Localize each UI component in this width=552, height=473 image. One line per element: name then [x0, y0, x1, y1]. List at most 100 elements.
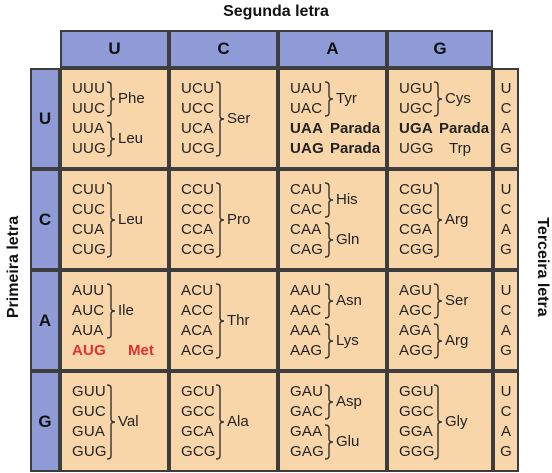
third-letter-g: G: [500, 139, 512, 157]
codon-cell-ag: AGU AGC AGA AGG Ser Arg: [387, 270, 493, 371]
second-letter-header-a: A: [278, 30, 387, 68]
bracket-phe: [106, 81, 116, 117]
amino-acid-gly: Gly: [445, 413, 468, 430]
bracket-asp: [324, 384, 334, 420]
bracket-leu: [106, 182, 116, 258]
codon-ugg: UGG: [399, 140, 434, 157]
codon-gac: GAC: [290, 403, 324, 420]
codon-aug: AUG: [72, 342, 106, 359]
codon-ccc: CCC: [181, 201, 215, 218]
third-letter-u: U: [500, 281, 512, 299]
bracket-arg: [433, 182, 443, 258]
codon-uuc: UUC: [72, 100, 106, 117]
bracket-lys: [324, 323, 334, 359]
codon-aca: ACA: [181, 322, 213, 339]
codon-ggg: GGG: [399, 443, 435, 460]
bracket-glu: [324, 424, 334, 460]
amino-acid-thr: Thr: [227, 312, 250, 329]
third-letter-a: A: [500, 220, 511, 238]
bracket-path: [215, 283, 225, 359]
third-letter-c: C: [500, 402, 512, 420]
codon-ucg: UCG: [181, 140, 215, 157]
amino-acid-ser: Ser: [445, 292, 469, 309]
amino-acid-leu: Leu: [118, 211, 144, 228]
bracket-thr: [215, 283, 225, 359]
second-letter-header-c: C: [169, 30, 278, 68]
codon-guc: GUC: [72, 403, 106, 420]
codon-auc: AUC: [72, 302, 105, 319]
bracket-path: [106, 283, 116, 339]
codon-cga: CGA: [399, 221, 433, 238]
bracket-ser: [433, 283, 443, 319]
codon-aau: AAU: [290, 282, 322, 299]
codon-uua: UUA: [72, 120, 105, 137]
codon-gga: GGA: [399, 423, 433, 440]
bracket-path: [215, 182, 225, 258]
third-letter-c: C: [500, 99, 512, 117]
codon-gug: GUG: [72, 443, 107, 460]
codon-aac: AAC: [290, 302, 322, 319]
amino-acid-his: His: [336, 191, 358, 208]
codon-agc: AGC: [399, 302, 433, 319]
codon-ugu: UGU: [399, 80, 433, 97]
codon-cag: CAG: [290, 241, 324, 258]
codon-cell-cc: CCU CCC CCA CCG Pro: [169, 169, 278, 270]
third-letter-c: C: [500, 301, 512, 319]
codon-cell-gg: GGU GGC GGA GGG Gly: [387, 371, 493, 472]
amino-acid-tyr: Tyr: [336, 90, 357, 107]
first-letter-label: Primeira letra: [5, 215, 22, 319]
codon-cell-cu: CUU CUC CUA CUG Leu: [60, 169, 169, 270]
bracket-cys: [433, 81, 443, 117]
bracket-path: [215, 81, 225, 157]
bracket-ala: [215, 384, 225, 460]
bracket-path: [106, 121, 116, 157]
codon-cell-uu: UUU UUC UUA UUG Phe Leu: [60, 68, 169, 169]
bracket-path: [215, 384, 225, 460]
codon-gaa: GAA: [290, 423, 323, 440]
codon-cua: CUA: [72, 221, 105, 238]
first-letter-header-a: A: [30, 270, 60, 371]
codon-aga: AGA: [399, 322, 432, 339]
amino-acid-pro: Pro: [227, 211, 251, 228]
codon-ccg: CCG: [181, 241, 215, 258]
codon-gcc: GCC: [181, 403, 215, 420]
bracket-path: [433, 182, 443, 258]
bracket-his: [324, 182, 334, 218]
bracket-path: [324, 222, 334, 258]
codon-cuc: CUC: [72, 201, 106, 218]
codon-cau: CAU: [290, 181, 323, 198]
codon-gcu: GCU: [181, 383, 215, 400]
codon-gua: GUA: [72, 423, 106, 440]
codon-ugc: UGC: [399, 100, 433, 117]
third-letter-g: G: [500, 341, 512, 359]
codon-ggc: GGC: [399, 403, 434, 420]
bracket-ser: [215, 81, 225, 157]
codon-uga: UGA: [399, 120, 433, 137]
second-letter-header-u: U: [60, 30, 169, 68]
bracket-path: [106, 384, 116, 460]
amino-acid-leu: Leu: [118, 130, 144, 147]
codon-acg: ACG: [181, 342, 215, 359]
bracket-gln: [324, 222, 334, 258]
codon-caa: CAA: [290, 221, 322, 238]
bracket-path: [106, 81, 116, 117]
amino-acid-parada: Parada: [330, 140, 381, 157]
codon-cac: CAC: [290, 201, 323, 218]
amino-acid-ser: Ser: [227, 110, 251, 127]
third-letter-g: G: [500, 442, 512, 460]
second-letter-label: Segunda letra: [223, 3, 329, 20]
codon-cgg: CGG: [399, 241, 434, 258]
amino-acid-ala: Ala: [227, 413, 249, 430]
codon-uuu: UUU: [72, 80, 106, 97]
amino-acid-glu: Glu: [336, 433, 360, 450]
codon-gau: GAU: [290, 383, 324, 400]
bracket-path: [433, 384, 443, 460]
amino-acid-phe: Phe: [118, 90, 145, 107]
bracket-val: [106, 384, 116, 460]
codon-aaa: AAA: [290, 322, 321, 339]
codon-aua: AUA: [72, 322, 104, 339]
first-letter-header-g: G: [30, 371, 60, 472]
bracket-tyr: [324, 81, 334, 117]
